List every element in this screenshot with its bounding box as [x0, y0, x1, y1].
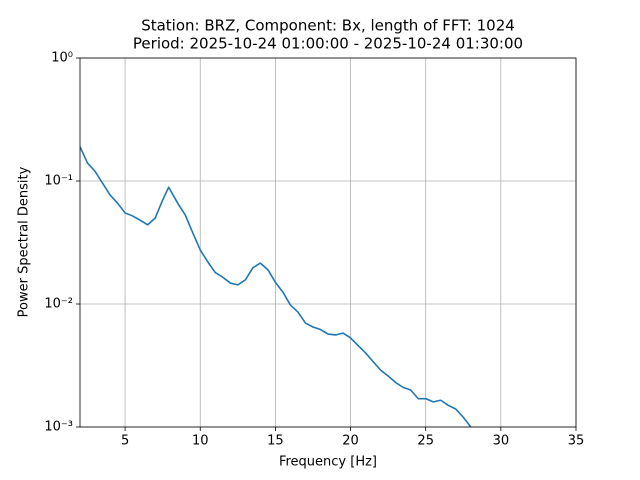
y-tick-label: 10⁰ [51, 51, 73, 66]
x-tick-label: 30 [493, 434, 510, 449]
axes-frame [79, 57, 577, 428]
x-tick-label: 25 [417, 434, 434, 449]
chart-title: Station: BRZ, Component: Bx, length of F… [141, 17, 515, 35]
x-tick-label: 5 [121, 434, 129, 449]
y-tick-label: 10⁻³ [44, 420, 73, 435]
x-tick-label: 35 [568, 434, 585, 449]
grid [80, 57, 577, 428]
x-axis-label: Frequency [Hz] [279, 455, 377, 470]
chart-subtitle: Period: 2025-10-24 01:00:00 - 2025-10-24… [133, 35, 523, 53]
y-axis-label: Power Spectral Density [17, 166, 32, 317]
y-tick-label: 10⁻² [44, 297, 73, 312]
data-line [80, 146, 472, 427]
plot-area [80, 146, 472, 427]
x-tick-label: 10 [192, 434, 209, 449]
y-tick-label: 10⁻¹ [44, 174, 73, 189]
x-tick-label: 20 [342, 434, 359, 449]
x-tick-label: 15 [267, 434, 284, 449]
